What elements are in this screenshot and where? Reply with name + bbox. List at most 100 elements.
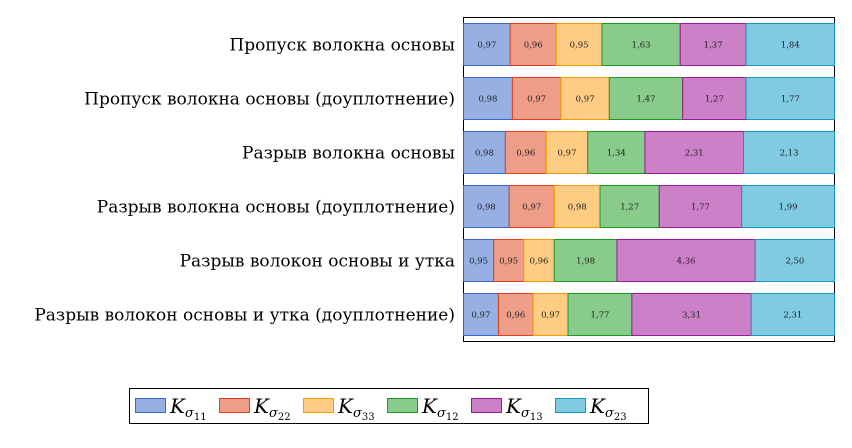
legend-base: K <box>337 394 354 418</box>
data-label: 1,27 <box>620 203 639 213</box>
data-label: 1,77 <box>691 203 710 213</box>
bar-segment <box>599 185 660 228</box>
bar-segment <box>745 23 836 66</box>
legend-sub: σ <box>437 406 447 421</box>
bar-segment <box>631 293 752 336</box>
bar-segment <box>553 185 601 228</box>
bar-segment <box>504 131 547 174</box>
legend-swatch <box>135 398 166 413</box>
bar-segment <box>754 239 836 282</box>
bar-segment <box>679 23 747 66</box>
data-label: 1,34 <box>607 149 626 159</box>
data-label: 0,96 <box>529 257 548 267</box>
data-label: 0,95 <box>499 257 518 267</box>
legend-index: 23 <box>614 412 627 423</box>
legend-entry: Kσ22 <box>253 394 291 423</box>
data-label: 0,97 <box>541 311 560 321</box>
legend-swatch <box>471 398 502 413</box>
bar-segment <box>508 185 555 228</box>
data-label: 0,95 <box>469 257 488 267</box>
bar-segment <box>523 239 555 282</box>
data-label: 3,31 <box>682 311 701 321</box>
bar-segment <box>511 77 562 120</box>
data-label: 0,96 <box>516 149 535 159</box>
data-label: 0,97 <box>472 311 491 321</box>
data-label: 0,96 <box>506 311 525 321</box>
category-label: Разрыв волокон основы и утка (доуплотнен… <box>34 306 455 326</box>
bar-segment <box>743 131 836 174</box>
legend-index: 33 <box>362 412 375 423</box>
bar-segment <box>567 293 633 336</box>
bar-segment <box>658 185 743 228</box>
legend-entry: Kσ23 <box>589 394 627 423</box>
legend-sub: σ <box>605 406 615 421</box>
legend-sub: σ <box>269 406 279 421</box>
plot-frame <box>463 17 835 342</box>
legend-base: K <box>421 394 438 418</box>
category-label: Пропуск волокна основы (доуплотнение) <box>84 90 455 110</box>
data-label: 0,97 <box>558 149 577 159</box>
legend-index: 22 <box>278 412 291 423</box>
data-label: 0,97 <box>527 95 546 105</box>
data-label: 1,84 <box>781 41 800 51</box>
legend-base: K <box>253 394 270 418</box>
legend-swatch <box>303 398 334 413</box>
data-label: 0,97 <box>522 203 541 213</box>
bar-segment <box>463 239 495 282</box>
data-label: 0,98 <box>475 149 494 159</box>
legend-index: 12 <box>446 412 459 423</box>
data-label: 0,95 <box>570 41 589 51</box>
legend-index: 13 <box>530 412 543 423</box>
data-label: 1,77 <box>781 95 800 105</box>
category-label: Разрыв волокна основы <box>242 144 455 164</box>
legend-entry: Kσ13 <box>505 394 543 423</box>
legend-base: K <box>505 394 522 418</box>
bar-segment <box>463 131 506 174</box>
bar-segment <box>616 239 756 282</box>
data-label: 2,50 <box>785 257 804 267</box>
bar-segment <box>745 77 836 120</box>
bar-segment <box>463 77 513 120</box>
legend-index: 11 <box>194 412 207 423</box>
category-label: Пропуск волокна основы <box>229 36 455 56</box>
data-label: 2,13 <box>780 149 799 159</box>
legend-sub: σ <box>521 406 531 421</box>
bar-segment <box>560 77 610 120</box>
bar-segment <box>750 293 836 336</box>
legend-entry: Kσ33 <box>337 394 375 423</box>
data-label: 1,63 <box>632 41 651 51</box>
data-label: 0,97 <box>576 95 595 105</box>
legend-entry: Kσ11 <box>169 394 207 423</box>
legend-base: K <box>169 394 186 418</box>
legend-sub: σ <box>185 406 195 421</box>
bar-segment <box>555 23 603 66</box>
legend-swatch <box>555 398 586 413</box>
data-label: 4,36 <box>677 257 696 267</box>
bar-segment <box>587 131 646 174</box>
data-label: 1,37 <box>704 41 723 51</box>
data-label: 0,98 <box>478 95 497 105</box>
category-label: Разрыв волокна основы (доуплотнение) <box>97 198 455 218</box>
data-label: 1,98 <box>576 257 595 267</box>
bar-segment <box>741 185 835 228</box>
legend-swatch <box>219 398 250 413</box>
legend-sub: σ <box>353 406 363 421</box>
data-label: 1,47 <box>637 95 656 105</box>
bar-segment <box>644 131 745 174</box>
data-label: 0,98 <box>477 203 496 213</box>
data-label: 0,98 <box>568 203 587 213</box>
bar-segment <box>608 77 684 120</box>
data-label: 0,97 <box>477 41 496 51</box>
data-label: 1,99 <box>779 203 798 213</box>
data-label: 0,96 <box>524 41 543 51</box>
data-label: 1,27 <box>705 95 724 105</box>
bar-segment <box>553 239 618 282</box>
legend-entry: Kσ12 <box>421 394 459 423</box>
legend-swatch <box>387 398 418 413</box>
data-label: 1,77 <box>590 311 609 321</box>
bar-segment <box>463 185 510 228</box>
data-label: 2,31 <box>685 149 704 159</box>
bar-segment <box>463 23 511 66</box>
data-label: 2,31 <box>783 311 802 321</box>
